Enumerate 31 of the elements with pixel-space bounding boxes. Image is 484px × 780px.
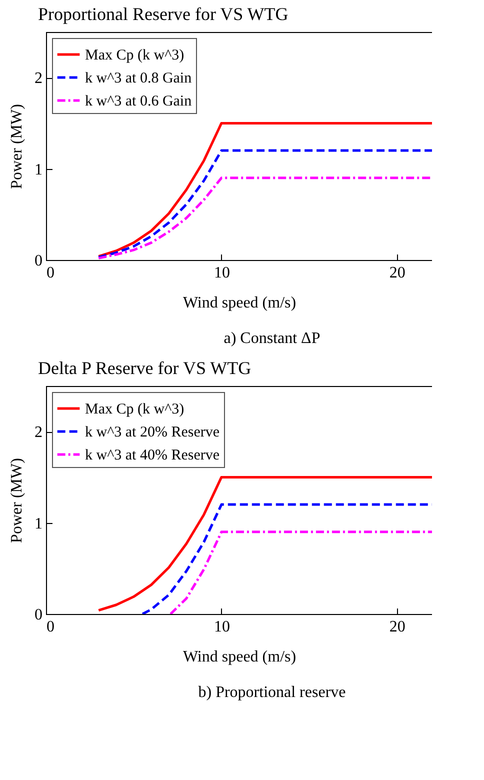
y-tick-label: 2 bbox=[34, 424, 42, 442]
x-tick-label: 10 bbox=[214, 264, 230, 282]
x-tick-label: 10 bbox=[214, 618, 230, 636]
x-axis-title: Wind speed (m/s) bbox=[182, 294, 296, 312]
legend-label: Max Cp (k w^3) bbox=[85, 402, 184, 418]
legend-label: Max Cp (k w^3) bbox=[85, 48, 184, 64]
y-tick-label: 2 bbox=[34, 70, 42, 88]
y-tick-label: 1 bbox=[34, 161, 42, 178]
x-axis-title: Wind speed (m/s) bbox=[182, 648, 296, 666]
x-tick-label: 0 bbox=[46, 264, 54, 282]
y-tick-label: 0 bbox=[34, 252, 42, 270]
line-series bbox=[97, 122, 432, 258]
text: a) Constant ΔP bbox=[222, 330, 322, 348]
line-series bbox=[97, 176, 432, 260]
y-tick-label: 1 bbox=[34, 515, 42, 532]
x-tick-label: 0 bbox=[46, 618, 54, 636]
y-tick-label: 0 bbox=[34, 606, 42, 624]
chart-title: Proportional Reserve for VS WTG bbox=[38, 4, 288, 24]
line-series bbox=[169, 530, 432, 614]
y-axis-title: Power (MW) bbox=[8, 104, 26, 189]
chart-title: Delta P Reserve for VS WTG bbox=[38, 358, 252, 378]
text: b) Proportional reserve bbox=[197, 684, 347, 702]
y-axis-title: Power (MW) bbox=[8, 458, 26, 543]
legend-label: k w^3 at 40% Reserve bbox=[85, 448, 220, 464]
x-tick-label: 20 bbox=[389, 618, 406, 636]
x-tick-label: 20 bbox=[389, 264, 406, 282]
line-series bbox=[97, 149, 432, 259]
line-series bbox=[97, 476, 432, 612]
legend-label: k w^3 at 0.8 Gain bbox=[85, 70, 192, 86]
legend-label: k w^3 at 20% Reserve bbox=[85, 424, 220, 440]
legend-label: k w^3 at 0.6 Gain bbox=[85, 94, 192, 110]
